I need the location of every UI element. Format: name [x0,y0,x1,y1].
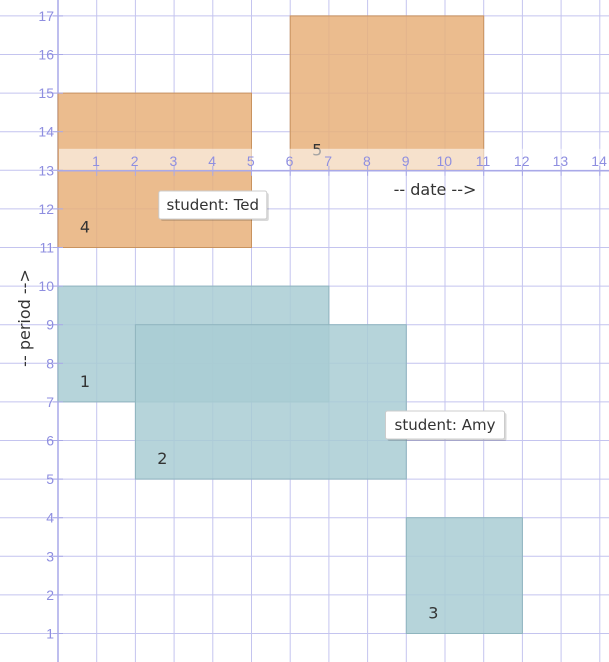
x-tick-label: 11 [476,153,491,169]
y-tick-label: 13 [38,162,54,178]
x-tick-label: 14 [591,153,607,169]
x-tick-label: 5 [247,153,255,169]
tooltip-text: student: Ted [167,196,260,214]
y-tick-label: 14 [38,124,54,140]
tooltip-box [385,410,505,440]
y-tick-label: 3 [46,548,54,564]
y-tick-label: 16 [38,47,54,63]
rect-3 [405,517,523,635]
x-tick-label: 9 [402,153,410,169]
x-tick-label: 1 [92,153,100,169]
x-tick-label: 3 [170,153,178,169]
x-tick-label: 12 [514,153,530,169]
y-tick-label: 8 [46,355,54,371]
y-tick-label: 12 [38,201,54,217]
tooltip-text: student: Amy [395,416,496,434]
y-tick-label: 7 [46,394,54,410]
rect-label-2: 2 [157,449,167,468]
y-tick-label: 9 [46,317,54,333]
rect-2 [134,324,407,480]
x-axis-band [59,148,609,170]
rect-label-4: 4 [80,218,90,237]
x-tick-label: 10 [437,153,453,169]
y-tick-label: 2 [46,587,54,603]
x-tick-label: 6 [286,153,294,169]
y-tick-label: 10 [38,278,54,294]
y-tick-label: 17 [38,8,54,24]
axes-overlay: 1 2 3 4 5 6 7 8 9 10 11 12 13 14123456789101112131415… [15,8,609,642]
tooltip: student: Amy [385,410,507,442]
x-tick-label: 2 [131,153,139,169]
tooltip: student: Ted [158,190,269,222]
x-axis-title: -- date --> [394,180,477,199]
y-tick-label: 6 [46,433,54,449]
y-tick-label: 15 [38,85,54,101]
y-tick-label: 4 [46,510,54,526]
rect-label-1: 1 [80,372,90,391]
y-tick-label: 5 [46,471,54,487]
tooltips: student: Ted student: Amy [158,190,507,442]
rect-5 [289,15,485,171]
x-tick-label: 7 [324,153,332,169]
x-tick-label: 13 [553,153,569,169]
tooltip-box [158,190,268,220]
x-tick-label: 4 [208,153,216,169]
y-tick-label: 11 [39,240,54,256]
rect-label-3: 3 [428,604,438,623]
y-axis-title: -- period --> [15,269,34,367]
x-tick-label: 8 [363,153,371,169]
y-tick-label: 1 [46,626,54,642]
